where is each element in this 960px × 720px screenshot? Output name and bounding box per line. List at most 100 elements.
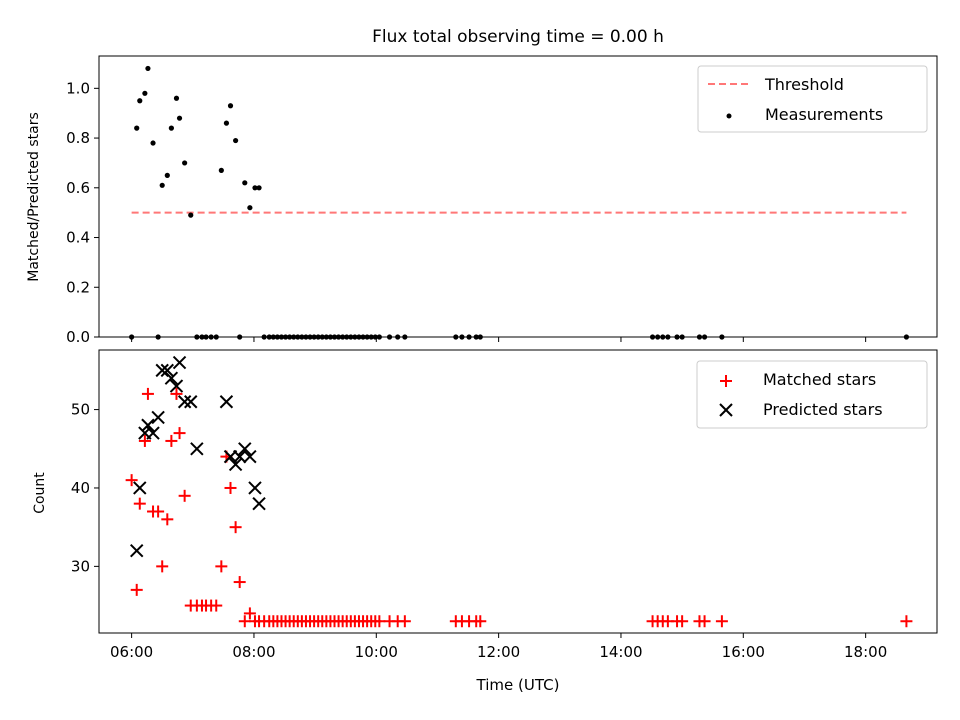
measurement-point xyxy=(247,205,253,211)
matched-star-point xyxy=(715,615,728,628)
predicted-star-point xyxy=(252,496,266,511)
matched-star-point xyxy=(224,481,237,494)
matched-star-point xyxy=(170,387,183,400)
marker-stroke xyxy=(177,395,192,409)
predicted-star-point xyxy=(184,395,198,409)
top-y-axis-label: Matched/Predicted stars xyxy=(26,112,42,282)
predicted-star-point xyxy=(151,410,165,425)
predicted-star-point xyxy=(190,442,204,456)
measurement-point xyxy=(173,95,180,101)
marker-stroke xyxy=(238,442,252,456)
measurement-point xyxy=(233,137,239,144)
measurement-point xyxy=(242,180,248,186)
marker-stroke xyxy=(190,442,204,456)
y-tick-label: 0.4 xyxy=(66,229,90,247)
matched-star-point xyxy=(398,615,411,628)
predicted-star-point xyxy=(169,379,184,393)
measurement-point xyxy=(134,125,140,131)
predicted-star-point xyxy=(141,418,155,432)
y-tick-label: 50 xyxy=(71,401,90,419)
matched-star-point xyxy=(125,474,138,487)
y-tick-label: 40 xyxy=(71,479,90,497)
marker-stroke xyxy=(164,371,179,385)
marker-stroke xyxy=(219,395,234,409)
marker-stroke xyxy=(141,418,155,432)
predicted-star-point xyxy=(248,481,262,495)
y-tick-label: 0.2 xyxy=(66,278,90,296)
marker-stroke xyxy=(248,481,262,495)
measurement-point xyxy=(252,185,258,191)
bottom-plot-frame xyxy=(98,349,938,634)
marker-stroke xyxy=(155,363,169,378)
marker-stroke xyxy=(252,496,266,511)
marker-stroke xyxy=(133,481,147,495)
bottom-y-axis-label: Count xyxy=(32,472,48,514)
matched-star-point xyxy=(165,434,178,447)
top-plot-frame xyxy=(98,55,938,338)
predicted-star-point xyxy=(238,442,252,456)
matched-star-point xyxy=(474,615,487,628)
measurement-point xyxy=(218,167,224,173)
matched-star-point xyxy=(243,607,256,620)
bottom-x-ticks: 06:00 08:00 10:00 12:00 14:00 16:00 18:00 xyxy=(110,633,887,661)
top-marks xyxy=(129,65,910,340)
matched-star-point xyxy=(173,427,186,440)
matched-star-point xyxy=(238,615,251,628)
x-tick-label: 06:00 xyxy=(110,643,153,661)
bottom-legend-box xyxy=(696,360,928,429)
y-tick-label: 0.6 xyxy=(66,179,90,197)
top-chart-title: Flux total observing time = 0.00 h xyxy=(372,27,664,47)
matched-star-point xyxy=(178,489,191,502)
top-panel: Flux total observing time = 0.00 h Match… xyxy=(26,27,938,346)
measurement-point xyxy=(145,65,151,72)
legend-matched-swatch xyxy=(720,375,732,387)
measurement-point xyxy=(256,185,262,191)
measurement-point xyxy=(176,115,183,121)
matched-star-point xyxy=(138,434,151,447)
legend-measurements-swatch xyxy=(726,113,732,119)
marker-stroke xyxy=(160,363,175,378)
marker-stroke xyxy=(130,543,144,558)
predicted-star-point xyxy=(164,371,179,385)
matched-star-point xyxy=(133,497,146,510)
marker-stroke xyxy=(172,355,187,370)
predicted-star-point xyxy=(243,449,257,464)
legend-measurements-label: Measurements xyxy=(765,105,883,124)
x-tick-label: 14:00 xyxy=(599,643,642,661)
predicted-star-point xyxy=(172,355,187,370)
predicted-star-point xyxy=(133,481,147,495)
x-axis-label: Time (UTC) xyxy=(476,676,560,694)
predicted-star-point xyxy=(219,395,234,409)
marker-stroke xyxy=(232,449,247,464)
y-tick-label: 0.0 xyxy=(66,328,90,346)
marker-stroke xyxy=(228,457,243,472)
measurement-point xyxy=(168,125,174,131)
matched-star-point xyxy=(233,576,246,589)
measurement-point xyxy=(227,103,234,109)
bottom-marks xyxy=(125,355,913,628)
matched-star-point xyxy=(215,560,228,573)
matched-star-point xyxy=(141,387,154,400)
predicted-star-point xyxy=(146,426,160,440)
matched-star-point xyxy=(152,505,165,518)
matched-star-point xyxy=(130,583,143,596)
bottom-y-ticks: 30 40 50 xyxy=(71,401,99,575)
x-tick-label: 12:00 xyxy=(477,643,520,661)
bottom-legend: Matched stars Predicted stars xyxy=(696,360,928,429)
predicted-star-point xyxy=(160,363,175,378)
measurement-point xyxy=(188,212,194,218)
measurement-point xyxy=(164,172,170,178)
marker-stroke xyxy=(243,449,257,464)
matched-star-point xyxy=(676,615,689,628)
measurement-point xyxy=(159,182,165,188)
bottom-panel: Count Time (UTC) 30 40 50 06:00 08:00 10:00 1… xyxy=(32,349,938,694)
predicted-star-point xyxy=(228,457,243,472)
matched-star-point xyxy=(161,513,174,526)
legend-predicted-swatch xyxy=(719,403,733,417)
measurement-point xyxy=(142,90,148,96)
marker-stroke xyxy=(184,395,198,409)
marker-stroke xyxy=(151,410,165,425)
legend-threshold-label: Threshold xyxy=(764,75,844,94)
legend-matched-label: Matched stars xyxy=(763,370,876,389)
measurement-point xyxy=(150,140,156,146)
